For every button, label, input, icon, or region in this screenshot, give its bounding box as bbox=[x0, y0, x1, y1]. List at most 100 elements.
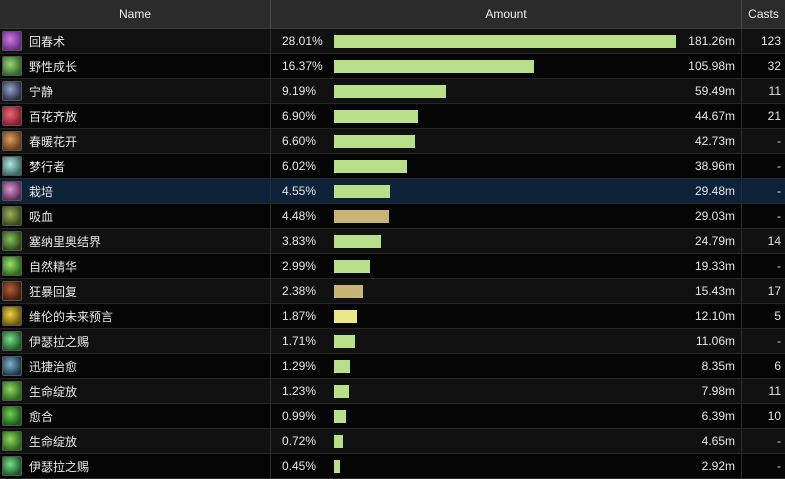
ysera-gift-icon[interactable] bbox=[2, 331, 22, 351]
lifebloom-icon[interactable] bbox=[2, 381, 22, 401]
casts-value: 32 bbox=[767, 59, 781, 73]
table-row[interactable]: 迅捷治愈 1.29% 8.35m 6 bbox=[0, 354, 785, 379]
spell-name[interactable]: 塞纳里奥结界 bbox=[29, 234, 102, 249]
spell-name[interactable]: 吸血 bbox=[29, 209, 54, 224]
amount-bar-track bbox=[334, 385, 676, 398]
spell-name[interactable]: 自然精华 bbox=[29, 259, 78, 274]
amount-cell: 9.19% 59.49m bbox=[271, 79, 742, 103]
spell-name[interactable]: 宁静 bbox=[29, 84, 54, 99]
cenarion-ward-icon[interactable] bbox=[2, 231, 22, 251]
table-row[interactable]: 维伦的未来预言 1.87% 12.10m 5 bbox=[0, 304, 785, 329]
spell-name[interactable]: 伊瑟拉之赐 bbox=[29, 459, 90, 474]
wild-growth-icon[interactable] bbox=[2, 56, 22, 76]
table-row[interactable]: 伊瑟拉之赐 0.45% 2.92m - bbox=[0, 454, 785, 479]
amount-bar bbox=[334, 235, 381, 248]
spell-name[interactable]: 伊瑟拉之赐 bbox=[29, 334, 90, 349]
spell-name[interactable]: 春暖花开 bbox=[29, 134, 78, 149]
amount-bar-track bbox=[334, 135, 676, 148]
table-header: Name Amount Casts bbox=[0, 0, 785, 29]
amount-bar-track bbox=[334, 410, 676, 423]
casts-value: 11 bbox=[768, 84, 781, 98]
percent-text: 0.99% bbox=[282, 409, 317, 423]
amount-bar bbox=[334, 260, 371, 273]
table-row[interactable]: 吸血 4.48% 29.03m - bbox=[0, 204, 785, 229]
amount-cell: 1.71% 11.06m bbox=[271, 329, 742, 353]
table-row[interactable]: 梦行者 6.02% 38.96m - bbox=[0, 154, 785, 179]
amount-bar-track bbox=[334, 310, 676, 323]
velens-future-sight-icon[interactable] bbox=[2, 306, 22, 326]
percent-text: 1.87% bbox=[282, 309, 317, 323]
amount-cell: 28.01% 181.26m bbox=[271, 29, 742, 53]
column-header-name[interactable]: Name bbox=[0, 0, 271, 28]
rejuvenation-icon[interactable] bbox=[2, 31, 22, 51]
amount-bar bbox=[334, 385, 350, 398]
amount-value: 105.98m bbox=[688, 59, 735, 73]
name-cell: 回春术 bbox=[0, 29, 271, 53]
percent-text: 1.71% bbox=[282, 334, 317, 348]
table-body: 回春术 28.01% 181.26m 123 野性成长 16.37% 105.98m 32 宁静… bbox=[0, 29, 785, 479]
amount-bar bbox=[334, 210, 389, 223]
table-row[interactable]: 春暖花开 6.60% 42.73m - bbox=[0, 129, 785, 154]
casts-value: - bbox=[777, 434, 781, 448]
name-cell: 野性成长 bbox=[0, 54, 271, 78]
table-row[interactable]: 伊瑟拉之赐 1.71% 11.06m - bbox=[0, 329, 785, 354]
amount-value: 15.43m bbox=[694, 284, 735, 298]
spell-name[interactable]: 生命绽放 bbox=[29, 434, 78, 449]
amount-value: 11.06m bbox=[695, 334, 735, 348]
tranquility-icon[interactable] bbox=[2, 81, 22, 101]
spring-blossoms-icon[interactable] bbox=[2, 131, 22, 151]
amount-bar bbox=[334, 60, 534, 73]
spell-name[interactable]: 栽培 bbox=[29, 184, 54, 199]
table-row[interactable]: 狂暴回复 2.38% 15.43m 17 bbox=[0, 279, 785, 304]
amount-value: 2.92m bbox=[701, 459, 735, 473]
amount-bar-track bbox=[334, 260, 676, 273]
amount-bar-track bbox=[334, 285, 676, 298]
table-row[interactable]: 百花齐放 6.90% 44.67m 21 bbox=[0, 104, 785, 129]
spell-name[interactable]: 回春术 bbox=[29, 34, 66, 49]
cultivation-icon[interactable] bbox=[2, 181, 22, 201]
name-cell: 伊瑟拉之赐 bbox=[0, 454, 271, 478]
dreamwalker-icon[interactable] bbox=[2, 156, 22, 176]
table-row[interactable]: 栽培 4.55% 29.48m - bbox=[0, 179, 785, 204]
spell-name[interactable]: 狂暴回复 bbox=[29, 284, 78, 299]
spell-name[interactable]: 生命绽放 bbox=[29, 384, 78, 399]
spell-name[interactable]: 维伦的未来预言 bbox=[29, 309, 114, 324]
table-row[interactable]: 回春术 28.01% 181.26m 123 bbox=[0, 29, 785, 54]
amount-cell: 1.29% 8.35m bbox=[271, 354, 742, 378]
name-cell: 生命绽放 bbox=[0, 429, 271, 453]
efflorescence-icon[interactable] bbox=[2, 106, 22, 126]
spell-name[interactable]: 百花齐放 bbox=[29, 109, 78, 124]
amount-cell: 4.48% 29.03m bbox=[271, 204, 742, 228]
table-row[interactable]: 塞纳里奥结界 3.83% 24.79m 14 bbox=[0, 229, 785, 254]
spell-name[interactable]: 野性成长 bbox=[29, 59, 78, 74]
percent-text: 28.01% bbox=[282, 34, 323, 48]
lifebloom-icon[interactable] bbox=[2, 431, 22, 451]
frenzied-regeneration-icon[interactable] bbox=[2, 281, 22, 301]
amount-cell: 6.02% 38.96m bbox=[271, 154, 742, 178]
table-row[interactable]: 宁静 9.19% 59.49m 11 bbox=[0, 79, 785, 104]
casts-value: 5 bbox=[774, 309, 781, 323]
amount-bar bbox=[334, 185, 390, 198]
percent-text: 9.19% bbox=[282, 84, 317, 98]
ysera-gift-icon[interactable] bbox=[2, 456, 22, 476]
amount-bar bbox=[334, 160, 408, 173]
casts-value: - bbox=[777, 334, 781, 348]
spell-name[interactable]: 迅捷治愈 bbox=[29, 359, 78, 374]
amount-value: 181.26m bbox=[688, 34, 735, 48]
spell-name[interactable]: 愈合 bbox=[29, 409, 54, 424]
regrowth-icon[interactable] bbox=[2, 406, 22, 426]
amount-cell: 2.38% 15.43m bbox=[271, 279, 742, 303]
column-header-casts[interactable]: Casts bbox=[748, 7, 779, 21]
swiftmend-icon[interactable] bbox=[2, 356, 22, 376]
table-row[interactable]: 愈合 0.99% 6.39m 10 bbox=[0, 404, 785, 429]
casts-value: 21 bbox=[767, 109, 781, 123]
table-row[interactable]: 自然精华 2.99% 19.33m - bbox=[0, 254, 785, 279]
natures-essence-icon[interactable] bbox=[2, 256, 22, 276]
table-row[interactable]: 生命绽放 1.23% 7.98m 11 bbox=[0, 379, 785, 404]
spell-name[interactable]: 梦行者 bbox=[29, 159, 66, 174]
column-header-amount[interactable]: Amount bbox=[271, 0, 742, 28]
leech-icon[interactable] bbox=[2, 206, 22, 226]
table-row[interactable]: 生命绽放 0.72% 4.65m - bbox=[0, 429, 785, 454]
table-row[interactable]: 野性成长 16.37% 105.98m 32 bbox=[0, 54, 785, 79]
amount-cell: 1.23% 7.98m bbox=[271, 379, 742, 403]
